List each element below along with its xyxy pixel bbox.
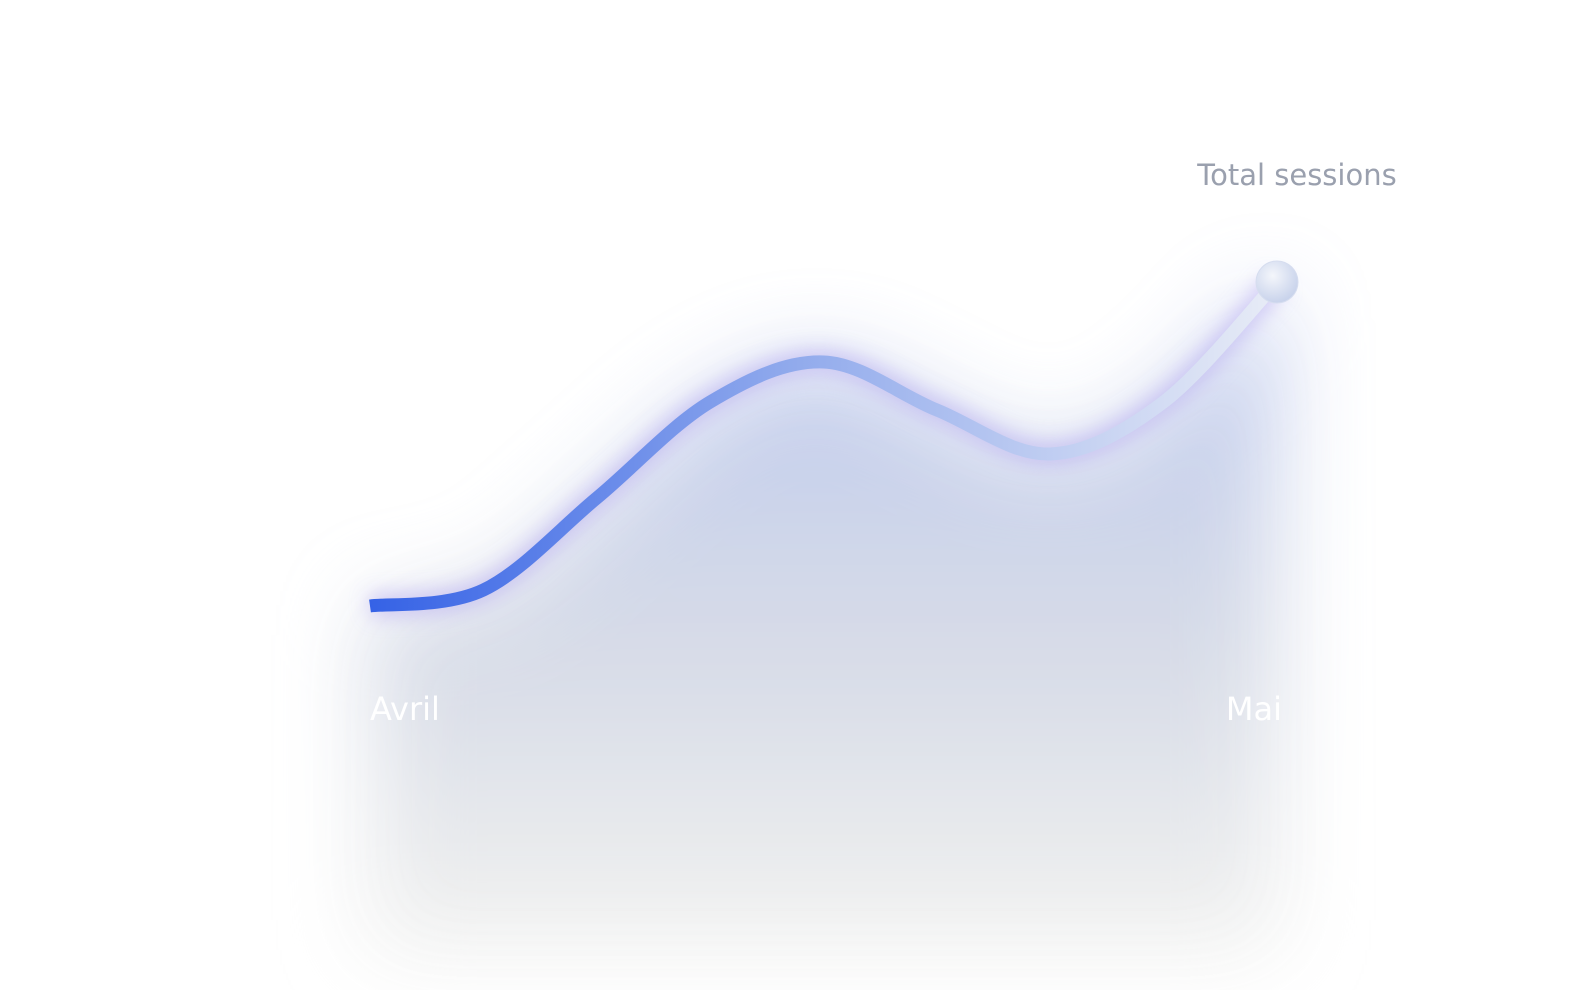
area-glow bbox=[370, 282, 1277, 950]
line bbox=[369, 277, 1282, 613]
backdrop bbox=[368, 274, 1286, 950]
x-tick-label: Avril bbox=[370, 690, 440, 728]
chart-title: Total sessions bbox=[1196, 158, 1396, 192]
end-dot bbox=[1255, 260, 1299, 304]
x-tick-label: Mai bbox=[1226, 690, 1282, 728]
